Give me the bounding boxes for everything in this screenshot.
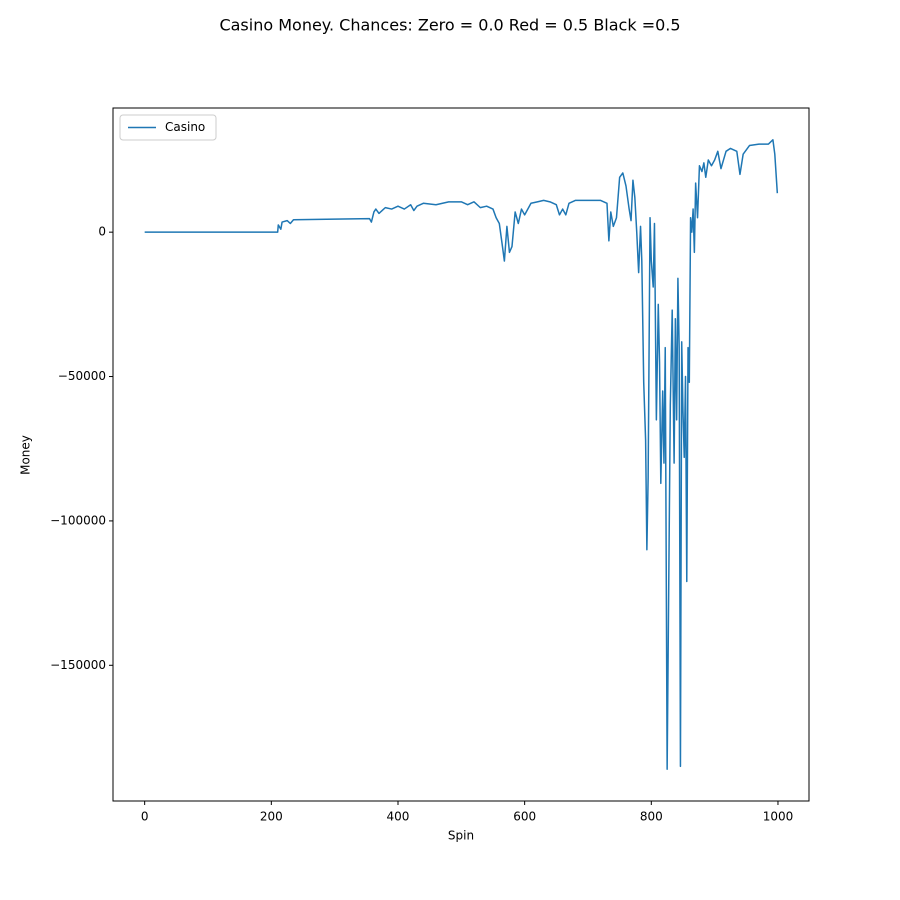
legend-box <box>119 114 217 141</box>
x-tick-label: 0 <box>141 810 149 824</box>
data-line <box>144 139 779 770</box>
chart-title: Casino Money. Chances: Zero = 0.0 Red = … <box>219 16 680 35</box>
x-tick-label: 400 <box>387 810 410 824</box>
y-tick-label: −100000 <box>50 513 106 527</box>
x-tick-label: 200 <box>260 810 283 824</box>
y-axis-label: Money <box>19 435 33 475</box>
x-tick-label: 600 <box>513 810 536 824</box>
plot-frame <box>112 107 810 802</box>
legend-label: Casino <box>165 120 205 134</box>
x-tick-label: 800 <box>640 810 663 824</box>
y-tick-label: 0 <box>98 225 106 239</box>
y-tick-label: −150000 <box>50 658 106 672</box>
y-tick-label: −50000 <box>58 369 106 383</box>
x-tick-label: 1000 <box>763 810 794 824</box>
x-axis-label: Spin <box>448 829 474 843</box>
